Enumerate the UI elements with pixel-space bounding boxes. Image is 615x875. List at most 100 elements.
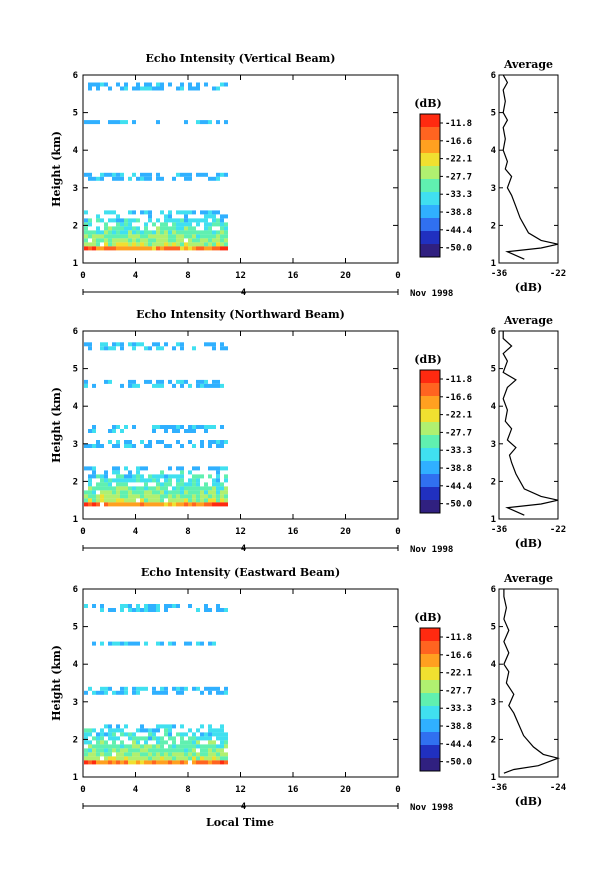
heatmap-cell [168, 744, 172, 749]
heatmap-cell [200, 502, 204, 507]
heatmap-cell [192, 234, 196, 239]
heatmap-cell [224, 490, 228, 495]
heatmap-cell [140, 752, 144, 757]
heatmap-cell [168, 218, 172, 223]
heatmap-cell [216, 246, 220, 251]
heatmap-cell [220, 222, 224, 227]
heatmap-cell [96, 86, 100, 91]
heatmap-cell [184, 740, 188, 745]
heatmap-cell [200, 641, 204, 646]
heatmap-cell [220, 82, 224, 87]
heatmap-cell [124, 498, 128, 503]
heatmap-cell [208, 214, 212, 219]
heatmap-cell [212, 490, 216, 495]
heatmap-cell [156, 234, 160, 239]
heatmap-cell [144, 608, 148, 612]
heatmap-cell [132, 346, 136, 351]
heatmap-cell [188, 494, 192, 499]
heatmap-cell [180, 690, 184, 695]
colorbar-swatch [420, 461, 440, 475]
heatmap-cell [216, 736, 220, 741]
heatmap-cell [224, 214, 228, 219]
date-label: Nov 1998 [410, 803, 453, 813]
heatmap-cell [140, 724, 144, 729]
colorbar-tick-label: -50.0 [445, 244, 472, 254]
heatmap-cell [128, 486, 132, 491]
heatmap-cell [212, 686, 216, 691]
heatmap-cell [100, 740, 104, 745]
heatmap-cell [100, 686, 104, 691]
heatmap-cell [168, 756, 172, 761]
heatmap-cell [224, 242, 228, 247]
heatmap-cell [168, 760, 172, 765]
heatmap-cell [212, 482, 216, 487]
heatmap-cell [152, 429, 156, 433]
heatmap-cell [208, 120, 212, 125]
heatmap-cell [120, 342, 124, 347]
heatmap-cell [212, 760, 216, 765]
heatmap-cell [124, 440, 128, 444]
heatmap-cell [104, 246, 108, 251]
heatmap-cell [164, 214, 168, 219]
heatmap-cell [188, 604, 192, 608]
heatmap-cell [168, 732, 172, 737]
colorbar-tick-label: -44.4 [445, 740, 473, 750]
average-x-tick-label: -22 [550, 269, 566, 279]
heatmap-cell [144, 494, 148, 499]
heatmap-cell [204, 120, 208, 125]
heatmap-cell [192, 686, 196, 691]
colorbar-tick-label: -50.0 [445, 500, 472, 510]
heatmap-cell [156, 425, 160, 429]
heatmap-cell [176, 172, 180, 177]
heatmap-cell [208, 246, 212, 251]
heatmap-cell [196, 686, 200, 691]
heatmap-cell [140, 172, 144, 177]
heatmap-cell [176, 752, 180, 757]
heatmap-cell [84, 379, 88, 384]
heatmap-cell [84, 444, 88, 448]
heatmap-cell [216, 242, 220, 247]
heatmap-cell [220, 383, 224, 388]
heatmap-cell [128, 732, 132, 737]
colorbar-swatch [420, 680, 440, 694]
heatmap-cell [208, 238, 212, 243]
heatmap-cell [128, 502, 132, 507]
heatmap-cell [144, 176, 148, 181]
heatmap-cell [224, 494, 228, 499]
average-x-label: (dB) [515, 795, 542, 808]
heatmap-cell [176, 756, 180, 761]
y-tick-label: 3 [73, 184, 78, 194]
heatmap-cell [160, 486, 164, 491]
heatmap-cell [164, 222, 168, 227]
heatmap-cell [136, 756, 140, 761]
heatmap-cell [148, 86, 152, 91]
x-tick-label: 0 [80, 785, 85, 795]
heatmap-cell [180, 82, 184, 87]
heatmap-cell [164, 732, 168, 737]
heatmap-cell [200, 425, 204, 429]
heatmap-cell [216, 494, 220, 499]
heatmap-cell [184, 732, 188, 737]
heatmap-cell [88, 740, 92, 745]
heatmap-cell [220, 502, 224, 507]
heatmap-cell [128, 210, 132, 215]
heatmap-cell [196, 494, 200, 499]
heatmap-cell [220, 760, 224, 765]
heatmap-cell [160, 490, 164, 495]
heatmap-cell [184, 172, 188, 177]
x-tick-label: 12 [235, 271, 246, 281]
heatmap-cell [84, 172, 88, 177]
heatmap-cell [124, 486, 128, 491]
heatmap-cell [168, 641, 172, 646]
average-x-label: (dB) [515, 281, 542, 294]
heatmap-cell [176, 478, 180, 483]
heatmap-cell [208, 176, 212, 181]
heatmap-cell [140, 728, 144, 733]
heatmap-cell [164, 482, 168, 487]
heatmap-cell [148, 238, 152, 243]
heatmap-cell [176, 226, 180, 231]
heatmap-cell [144, 234, 148, 239]
colorbar-swatch [420, 758, 440, 772]
heatmap-cell [124, 690, 128, 695]
colorbar-swatch [420, 370, 440, 384]
